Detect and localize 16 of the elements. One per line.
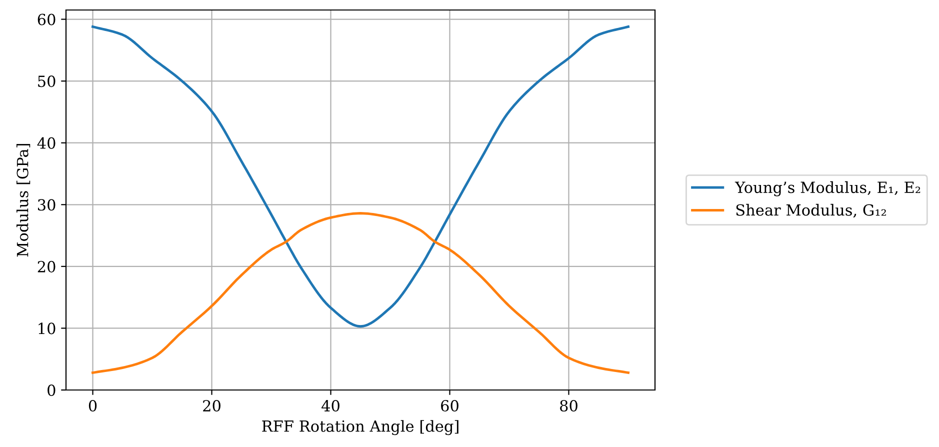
y-tick-label: 50 <box>38 76 56 88</box>
y-tick-label: 60 <box>38 14 56 26</box>
y-axis-title: Modulus [GPa] <box>16 144 30 257</box>
y-tick-label: 10 <box>38 322 56 334</box>
y-tick-label: 30 <box>38 199 56 211</box>
x-tick-label: 60 <box>441 400 458 412</box>
x-tick-label: 0 <box>88 400 97 412</box>
legend-label: Young’s Modulus, E₁, E₂ <box>734 181 920 196</box>
legend-label: Shear Modulus, G₁₂ <box>736 204 886 218</box>
x-axis-title: RFF Rotation Angle [deg] <box>262 420 458 436</box>
y-tick-label: 0 <box>48 384 56 396</box>
x-tick-label: 40 <box>322 400 340 412</box>
y-tick-label: 40 <box>37 137 56 149</box>
x-tick-label: 80 <box>560 400 578 412</box>
x-tick-label: 20 <box>203 400 220 412</box>
y-tick-label: 20 <box>38 260 56 272</box>
